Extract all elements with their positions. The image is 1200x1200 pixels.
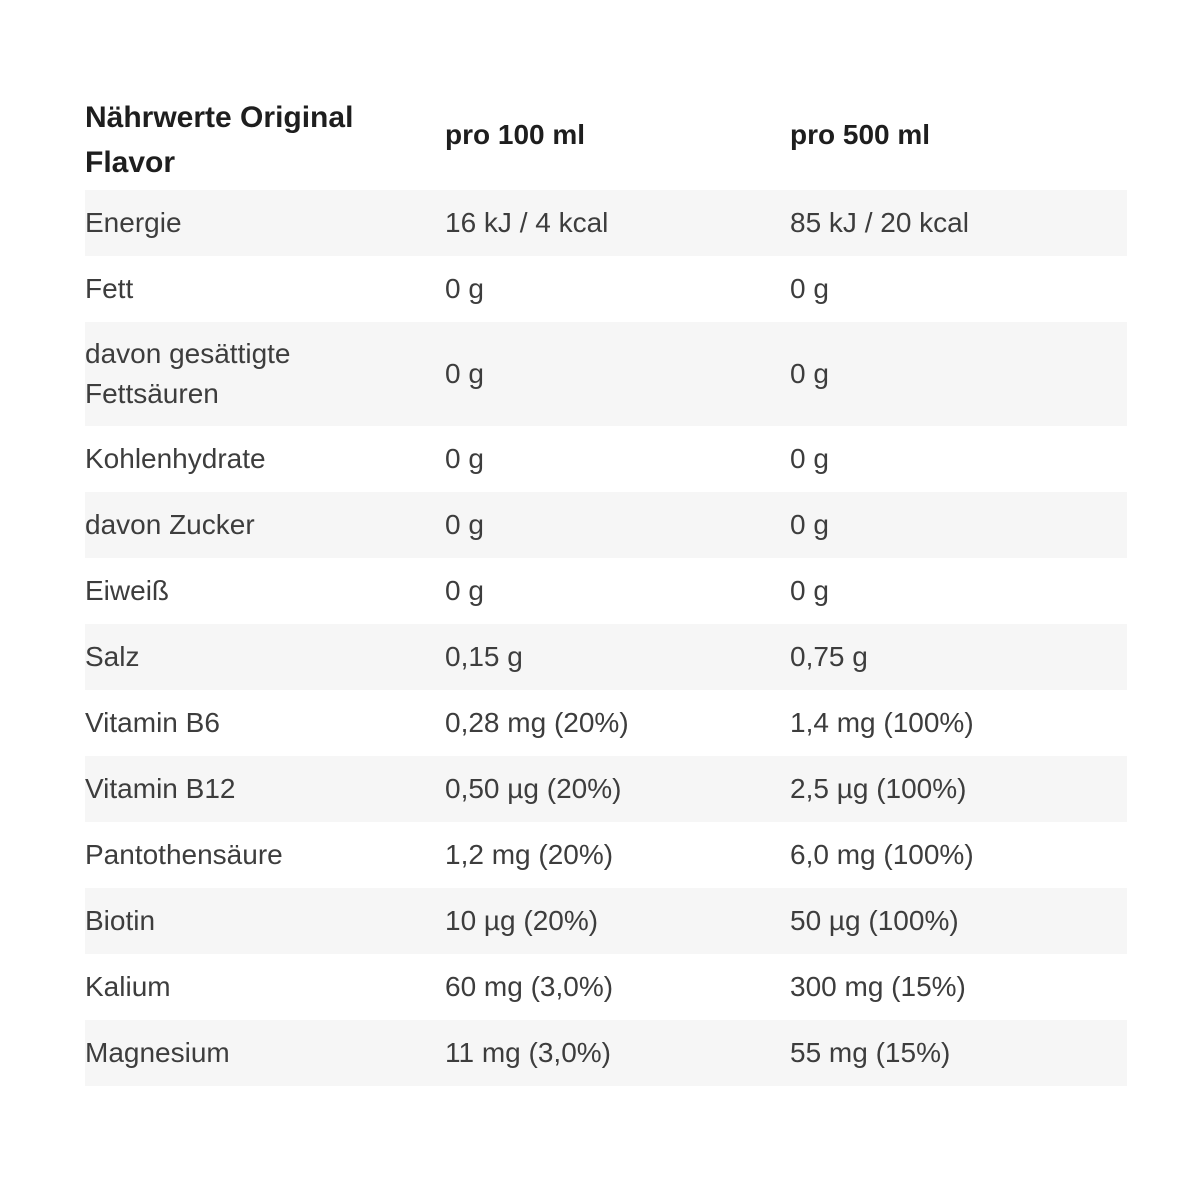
table-row: davon gesättigte Fettsäuren 0 g 0 g xyxy=(85,322,1127,426)
value-per-500ml: 1,4 mg (100%) xyxy=(790,707,974,738)
table-body: Energie 16 kJ / 4 kcal 85 kJ / 20 kcal F… xyxy=(85,190,1127,1086)
row-label: davon gesättigte Fettsäuren xyxy=(85,338,291,409)
value-per-100ml: 0,50 µg (20%) xyxy=(445,773,622,804)
table-row: davon Zucker 0 g 0 g xyxy=(85,492,1127,558)
row-label: Vitamin B6 xyxy=(85,707,220,738)
value-per-100ml: 0,15 g xyxy=(445,641,523,672)
value-per-100ml: 0 g xyxy=(445,443,484,474)
value-per-100ml: 16 kJ / 4 kcal xyxy=(445,207,609,238)
value-per-500ml: 85 kJ / 20 kcal xyxy=(790,207,969,238)
table-row: Vitamin B12 0,50 µg (20%) 2,5 µg (100%) xyxy=(85,756,1127,822)
value-per-100ml: 10 µg (20%) xyxy=(445,905,599,936)
row-label: Vitamin B12 xyxy=(85,773,236,804)
table-row: Eiweiß 0 g 0 g xyxy=(85,558,1127,624)
table-row: Fett 0 g 0 g xyxy=(85,256,1127,322)
table-row: Vitamin B6 0,28 mg (20%) 1,4 mg (100%) xyxy=(85,690,1127,756)
table-row: Magnesium 11 mg (3,0%) 55 mg (15%) xyxy=(85,1020,1127,1086)
table-row: Salz 0,15 g 0,75 g xyxy=(85,624,1127,690)
value-per-500ml: 55 mg (15%) xyxy=(790,1037,951,1068)
row-label: Eiweiß xyxy=(85,575,170,606)
value-per-500ml: 6,0 mg (100%) xyxy=(790,839,974,870)
value-per-100ml: 0 g xyxy=(445,273,484,304)
table-title: Nährwerte Original Flavor xyxy=(85,101,354,179)
value-per-100ml: 0 g xyxy=(445,575,484,606)
row-label: Biotin xyxy=(85,905,156,936)
row-label: Pantothensäure xyxy=(85,839,283,870)
value-per-500ml: 0 g xyxy=(790,575,829,606)
row-label: Magnesium xyxy=(85,1037,230,1068)
table-row: Pantothensäure 1,2 mg (20%) 6,0 mg (100%… xyxy=(85,822,1127,888)
nutrition-table: Nährwerte Original Flavor pro 100 ml pro… xyxy=(85,93,1127,1086)
table-row: Energie 16 kJ / 4 kcal 85 kJ / 20 kcal xyxy=(85,190,1127,256)
table-row: Kalium 60 mg (3,0%) 300 mg (15%) xyxy=(85,954,1127,1020)
column-header-per-500ml: pro 500 ml xyxy=(790,118,931,150)
row-label: Kohlenhydrate xyxy=(85,443,266,474)
row-label: Salz xyxy=(85,641,140,672)
value-per-100ml: 1,2 mg (20%) xyxy=(445,839,614,870)
table-row: Biotin 10 µg (20%) 50 µg (100%) xyxy=(85,888,1127,954)
value-per-500ml: 0 g xyxy=(790,273,829,304)
value-per-500ml: 0 g xyxy=(790,443,829,474)
row-label: Fett xyxy=(85,273,134,304)
table-header-row: Nährwerte Original Flavor pro 100 ml pro… xyxy=(85,93,1127,190)
value-per-100ml: 11 mg (3,0%) xyxy=(445,1037,611,1068)
row-label: Kalium xyxy=(85,971,171,1002)
value-per-500ml: 50 µg (100%) xyxy=(790,905,959,936)
value-per-500ml: 0,75 g xyxy=(790,641,868,672)
table-row: Kohlenhydrate 0 g 0 g xyxy=(85,426,1127,492)
value-per-500ml: 2,5 µg (100%) xyxy=(790,773,967,804)
value-per-500ml: 0 g xyxy=(790,358,829,389)
row-label: Energie xyxy=(85,207,182,238)
value-per-100ml: 0 g xyxy=(445,358,484,389)
value-per-500ml: 0 g xyxy=(790,509,829,540)
value-per-500ml: 300 mg (15%) xyxy=(790,971,966,1002)
row-label: davon Zucker xyxy=(85,509,255,540)
value-per-100ml: 0 g xyxy=(445,509,484,540)
column-header-per-100ml: pro 100 ml xyxy=(445,118,586,150)
value-per-100ml: 0,28 mg (20%) xyxy=(445,707,629,738)
value-per-100ml: 60 mg (3,0%) xyxy=(445,971,614,1002)
